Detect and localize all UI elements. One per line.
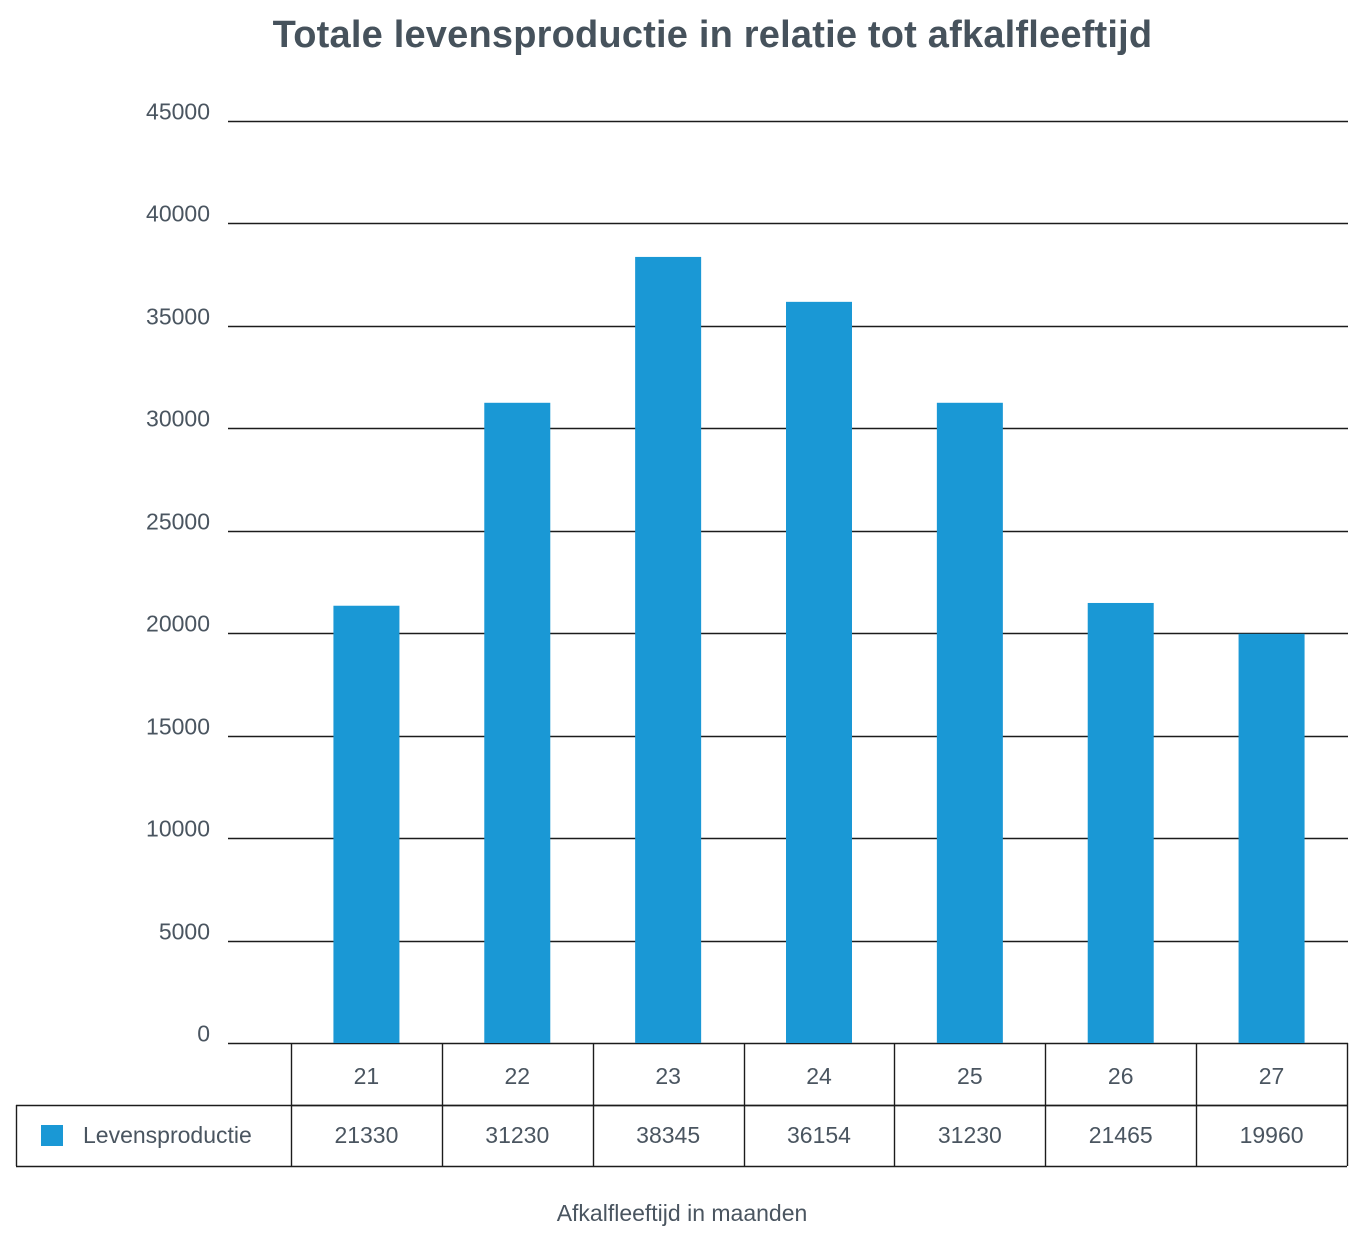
- y-tick-labels: 0 5000 10000 15000 20000 25000 30000 35000 40000…: [146, 99, 210, 1047]
- bar-27: [1238, 633, 1305, 1043]
- y-tick-label: 15000: [146, 714, 210, 740]
- data-label: 21465: [1089, 1122, 1153, 1148]
- y-tick-label: 30000: [146, 406, 210, 432]
- data-table: 21 22 23 24 25 26 27 Levensproductie 21330 31230 3…: [15, 1043, 1349, 1168]
- y-tick-label: 10000: [146, 816, 210, 842]
- x-tick-label: 21: [354, 1063, 380, 1089]
- y-tick-label: 40000: [146, 201, 210, 227]
- data-label: 31230: [938, 1122, 1002, 1148]
- x-tick-label: 26: [1108, 1063, 1134, 1089]
- x-tick-label: 27: [1259, 1063, 1285, 1089]
- legend-label: Levensproductie: [83, 1122, 252, 1148]
- data-label: 19960: [1240, 1122, 1304, 1148]
- data-label: 36154: [787, 1122, 851, 1148]
- bars: [333, 256, 1305, 1043]
- legend-swatch: [41, 1125, 63, 1146]
- y-tick-label: 25000: [146, 509, 210, 535]
- bar-23: [635, 256, 702, 1043]
- data-label: 21330: [334, 1122, 398, 1148]
- bar-22: [484, 402, 551, 1043]
- x-axis-label: Afkalfleeftijd in maanden: [556, 1200, 808, 1226]
- y-tick-label: 35000: [146, 304, 210, 330]
- bar-21: [333, 605, 400, 1043]
- y-tick-label: 20000: [146, 611, 210, 637]
- x-tick-label: 24: [806, 1063, 832, 1089]
- x-tick-label: 23: [655, 1063, 681, 1089]
- bar-25: [936, 402, 1003, 1043]
- y-tick-label: 45000: [146, 99, 210, 125]
- x-tick-label: 25: [957, 1063, 983, 1089]
- data-label: 38345: [636, 1122, 700, 1148]
- y-tick-label: 0: [197, 1021, 210, 1047]
- bar-26: [1087, 602, 1154, 1043]
- chart-title: Totale levensproductie in relatie tot af…: [272, 14, 1153, 56]
- y-tick-label: 5000: [159, 919, 210, 945]
- x-tick-label: 22: [504, 1063, 530, 1089]
- data-label: 31230: [485, 1122, 549, 1148]
- bar-24: [786, 301, 852, 1043]
